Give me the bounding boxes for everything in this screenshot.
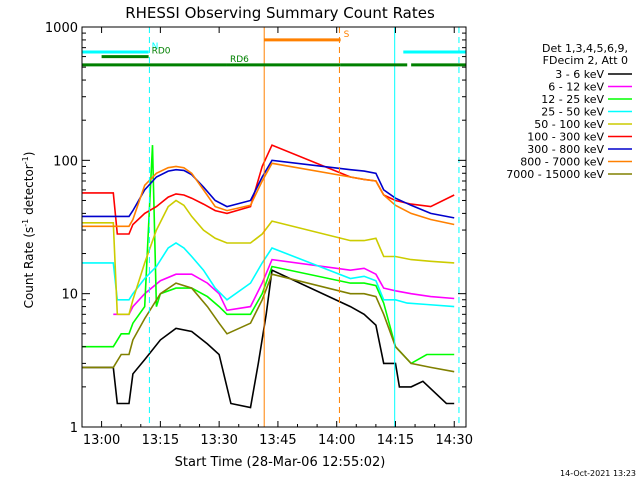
series-line-0 — [82, 269, 455, 409]
legend-header-0: Det 1,3,4,5,6,9, — [542, 42, 628, 55]
x-tick-label-3: 13:45 — [259, 433, 296, 448]
y-tick-label-3: 1000 — [45, 21, 78, 36]
y-tick-label-0: 1 — [70, 421, 78, 436]
x-tick-label-5: 14:15 — [377, 433, 414, 448]
y-tick-label-2: 100 — [53, 154, 78, 169]
legend-label-2: 12 - 25 keV — [541, 93, 604, 106]
series-line-5 — [82, 144, 455, 235]
series-line-6 — [82, 159, 455, 219]
annotation-label-2: RD6 — [230, 55, 249, 65]
series-line-1 — [113, 258, 455, 316]
series-line-2 — [82, 145, 455, 365]
annotation-label-0: N — [152, 42, 159, 52]
legend-label-6: 300 - 800 keV — [527, 143, 604, 156]
legend-header-1: FDecim 2, Att 0 — [543, 54, 628, 67]
legend-label-8: 7000 - 15000 keV — [506, 168, 604, 181]
annotation-label-1: RD0 — [152, 47, 171, 57]
x-tick-label-0: 13:00 — [83, 433, 120, 448]
legend-label-1: 6 - 12 keV — [548, 81, 604, 94]
legend-label-7: 800 - 7000 keV — [520, 156, 604, 169]
legend-label-4: 50 - 100 keV — [534, 118, 604, 131]
plot-frame — [81, 26, 467, 428]
x-axis-label: Start Time (28-Mar-06 12:55:02) — [175, 455, 386, 470]
series-line-7 — [82, 162, 455, 228]
timestamp: 14-Oct-2021 13:23 — [560, 469, 636, 478]
chart-title: RHESSI Observing Summary Count Rates — [125, 4, 435, 22]
axes: 13:00 13:15 13:30 13:45 14:00 14:15 14:30 1 10 10… — [45, 21, 473, 448]
legend-label-5: 100 - 300 keV — [527, 131, 604, 144]
x-tick-label-6: 14:30 — [436, 433, 473, 448]
legend: Det 1,3,4,5,6,9,FDecim 2, Att 03 - 6 keV… — [506, 42, 632, 181]
series-line-8 — [82, 273, 455, 373]
x-tick-label-4: 14:00 — [318, 433, 355, 448]
series-line-4 — [82, 199, 455, 316]
legend-label-3: 25 - 50 keV — [541, 106, 604, 119]
series-line-3 — [82, 242, 455, 308]
x-tick-label-2: 13:30 — [200, 433, 237, 448]
annotation-label-3: S — [344, 30, 350, 40]
y-axis-label: Count Rate (s-1 detector-1) — [21, 152, 36, 309]
y-tick-label-1: 10 — [61, 288, 78, 303]
x-tick-label-1: 13:15 — [142, 433, 179, 448]
legend-label-0: 3 - 6 keV — [555, 68, 604, 81]
